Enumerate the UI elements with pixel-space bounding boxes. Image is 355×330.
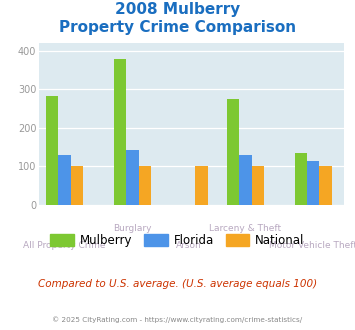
Text: Larceny & Theft: Larceny & Theft (209, 224, 282, 233)
Text: © 2025 CityRating.com - https://www.cityrating.com/crime-statistics/: © 2025 CityRating.com - https://www.city… (53, 316, 302, 323)
Bar (114, 59, 126, 205)
Legend: Mulberry, Florida, National: Mulberry, Florida, National (46, 229, 309, 251)
Bar (71, 166, 83, 205)
Bar (307, 161, 320, 205)
Bar (195, 166, 208, 205)
Bar (126, 149, 138, 205)
Bar (46, 96, 58, 205)
Bar (320, 166, 332, 205)
Text: Arson: Arson (176, 241, 202, 250)
Bar (239, 154, 252, 205)
Text: Compared to U.S. average. (U.S. average equals 100): Compared to U.S. average. (U.S. average … (38, 279, 317, 289)
Bar (252, 166, 264, 205)
Text: Burglary: Burglary (113, 224, 152, 233)
Text: Property Crime Comparison: Property Crime Comparison (59, 20, 296, 35)
Text: All Property Crime: All Property Crime (23, 241, 106, 250)
Text: 2008 Mulberry: 2008 Mulberry (115, 2, 240, 16)
Bar (138, 166, 151, 205)
Bar (295, 153, 307, 205)
Bar (227, 99, 239, 205)
Text: Motor Vehicle Theft: Motor Vehicle Theft (269, 241, 355, 250)
Bar (58, 154, 71, 205)
